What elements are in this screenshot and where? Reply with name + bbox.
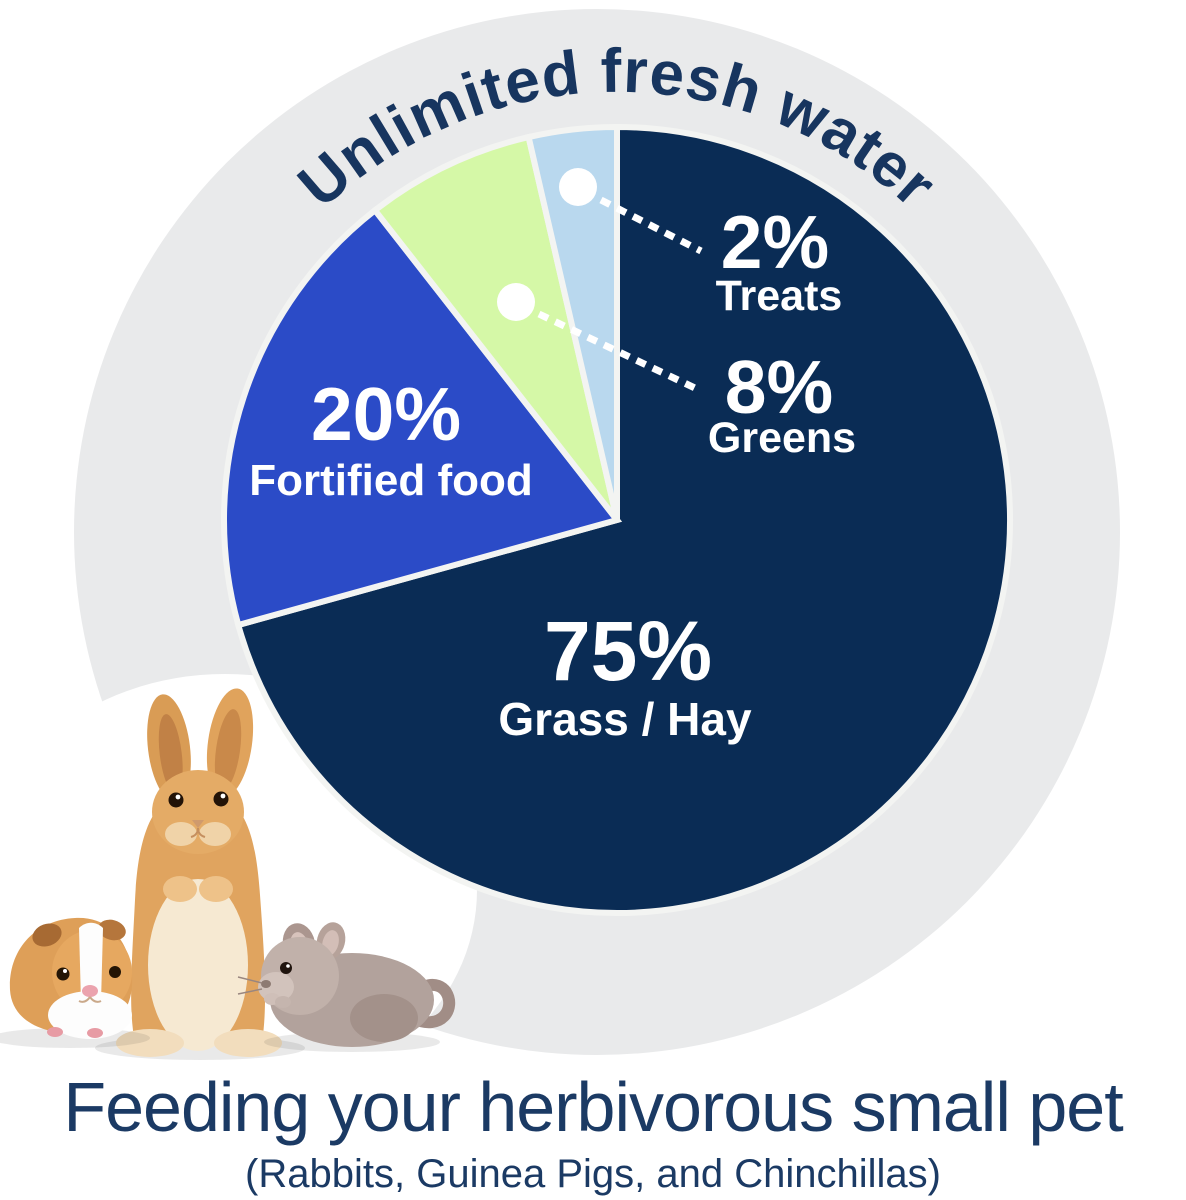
rabbit-right-eye	[213, 791, 229, 807]
callouts	[497, 168, 703, 393]
guinea-pig-chest	[48, 991, 132, 1039]
rabbit-right-inner-ear	[214, 709, 242, 791]
grass-hay-percent-label: 75%	[544, 604, 712, 698]
chinchilla-hind-leg	[350, 994, 418, 1042]
greens-name-label: Greens	[708, 414, 856, 462]
rabbit-left-eye-highlight	[175, 794, 181, 800]
pie-chart	[221, 123, 1013, 916]
fortified-name-label: Fortified food	[249, 456, 533, 505]
rabbit-left-inner-ear	[158, 714, 183, 794]
rabbit-left-eye	[168, 792, 184, 808]
rabbit-left-paw	[163, 876, 197, 902]
chinchilla-eye	[280, 962, 292, 974]
rabbit-right-paw	[199, 876, 233, 902]
rabbit-mouth	[190, 827, 206, 838]
rabbit-right-foot	[214, 1029, 282, 1057]
rabbit-left-cheek	[165, 822, 197, 846]
treats-leader-line	[599, 196, 703, 255]
chinchilla-eye-highlight	[286, 964, 290, 968]
chinchilla-whiskers	[237, 976, 263, 995]
footer: Feeding your herbivorous small pet (Rabb…	[0, 1072, 1186, 1197]
guinea-pig-illustration	[0, 917, 150, 1048]
guinea-pig-left-ear	[32, 923, 62, 947]
guinea-pig-right-eye	[109, 966, 121, 978]
rabbit-illustration	[95, 688, 305, 1060]
rabbit-left-foot	[116, 1029, 184, 1057]
grass-hay-name-label: Grass / Hay	[498, 693, 752, 745]
treats-callout-dot	[559, 168, 597, 206]
greens-percent-label: 8%	[725, 345, 833, 429]
footer-title: Feeding your herbivorous small pet	[63, 1068, 1123, 1146]
guinea-pig-left-eye-highlight	[63, 969, 67, 973]
guinea-pig-right-ear	[98, 919, 126, 941]
treats-percent-label: 2%	[721, 200, 829, 284]
chinchilla-front-paw-2	[275, 996, 291, 1008]
greens-callout-dot	[497, 283, 535, 321]
rabbit-right-cheek	[199, 822, 231, 846]
pie-slice-fortified-food	[221, 206, 623, 629]
guinea-pig-blaze	[79, 922, 103, 1002]
guinea-pig-nose	[82, 985, 98, 997]
rabbit-head	[152, 770, 244, 854]
pie-slice-treats	[525, 123, 620, 521]
footer-subtitle: (Rabbits, Guinea Pigs, and Chinchillas)	[245, 1152, 941, 1196]
chinchilla-nose	[261, 980, 271, 988]
chinchilla-illustration	[237, 922, 456, 1052]
pie-slice-grass-hay	[234, 123, 1013, 916]
rabbit-right-eye-highlight	[220, 793, 226, 799]
greens-leader-line	[537, 310, 699, 393]
rabbit-nose	[192, 820, 204, 828]
guinea-pig-right-foot	[87, 1028, 103, 1038]
fortified-percent-label: 20%	[311, 372, 461, 456]
guinea-pig-left-foot	[47, 1027, 63, 1037]
treats-name-label: Treats	[716, 272, 843, 320]
animal-group	[0, 688, 456, 1060]
pie-slice-greens	[370, 133, 620, 522]
guinea-pig-left-eye	[56, 967, 70, 981]
pie-labels: 2% Treats 8% Greens 20% Fortified food 7…	[249, 200, 856, 745]
guinea-pig-mouth	[78, 996, 102, 1003]
rabbit-belly	[148, 879, 248, 1051]
